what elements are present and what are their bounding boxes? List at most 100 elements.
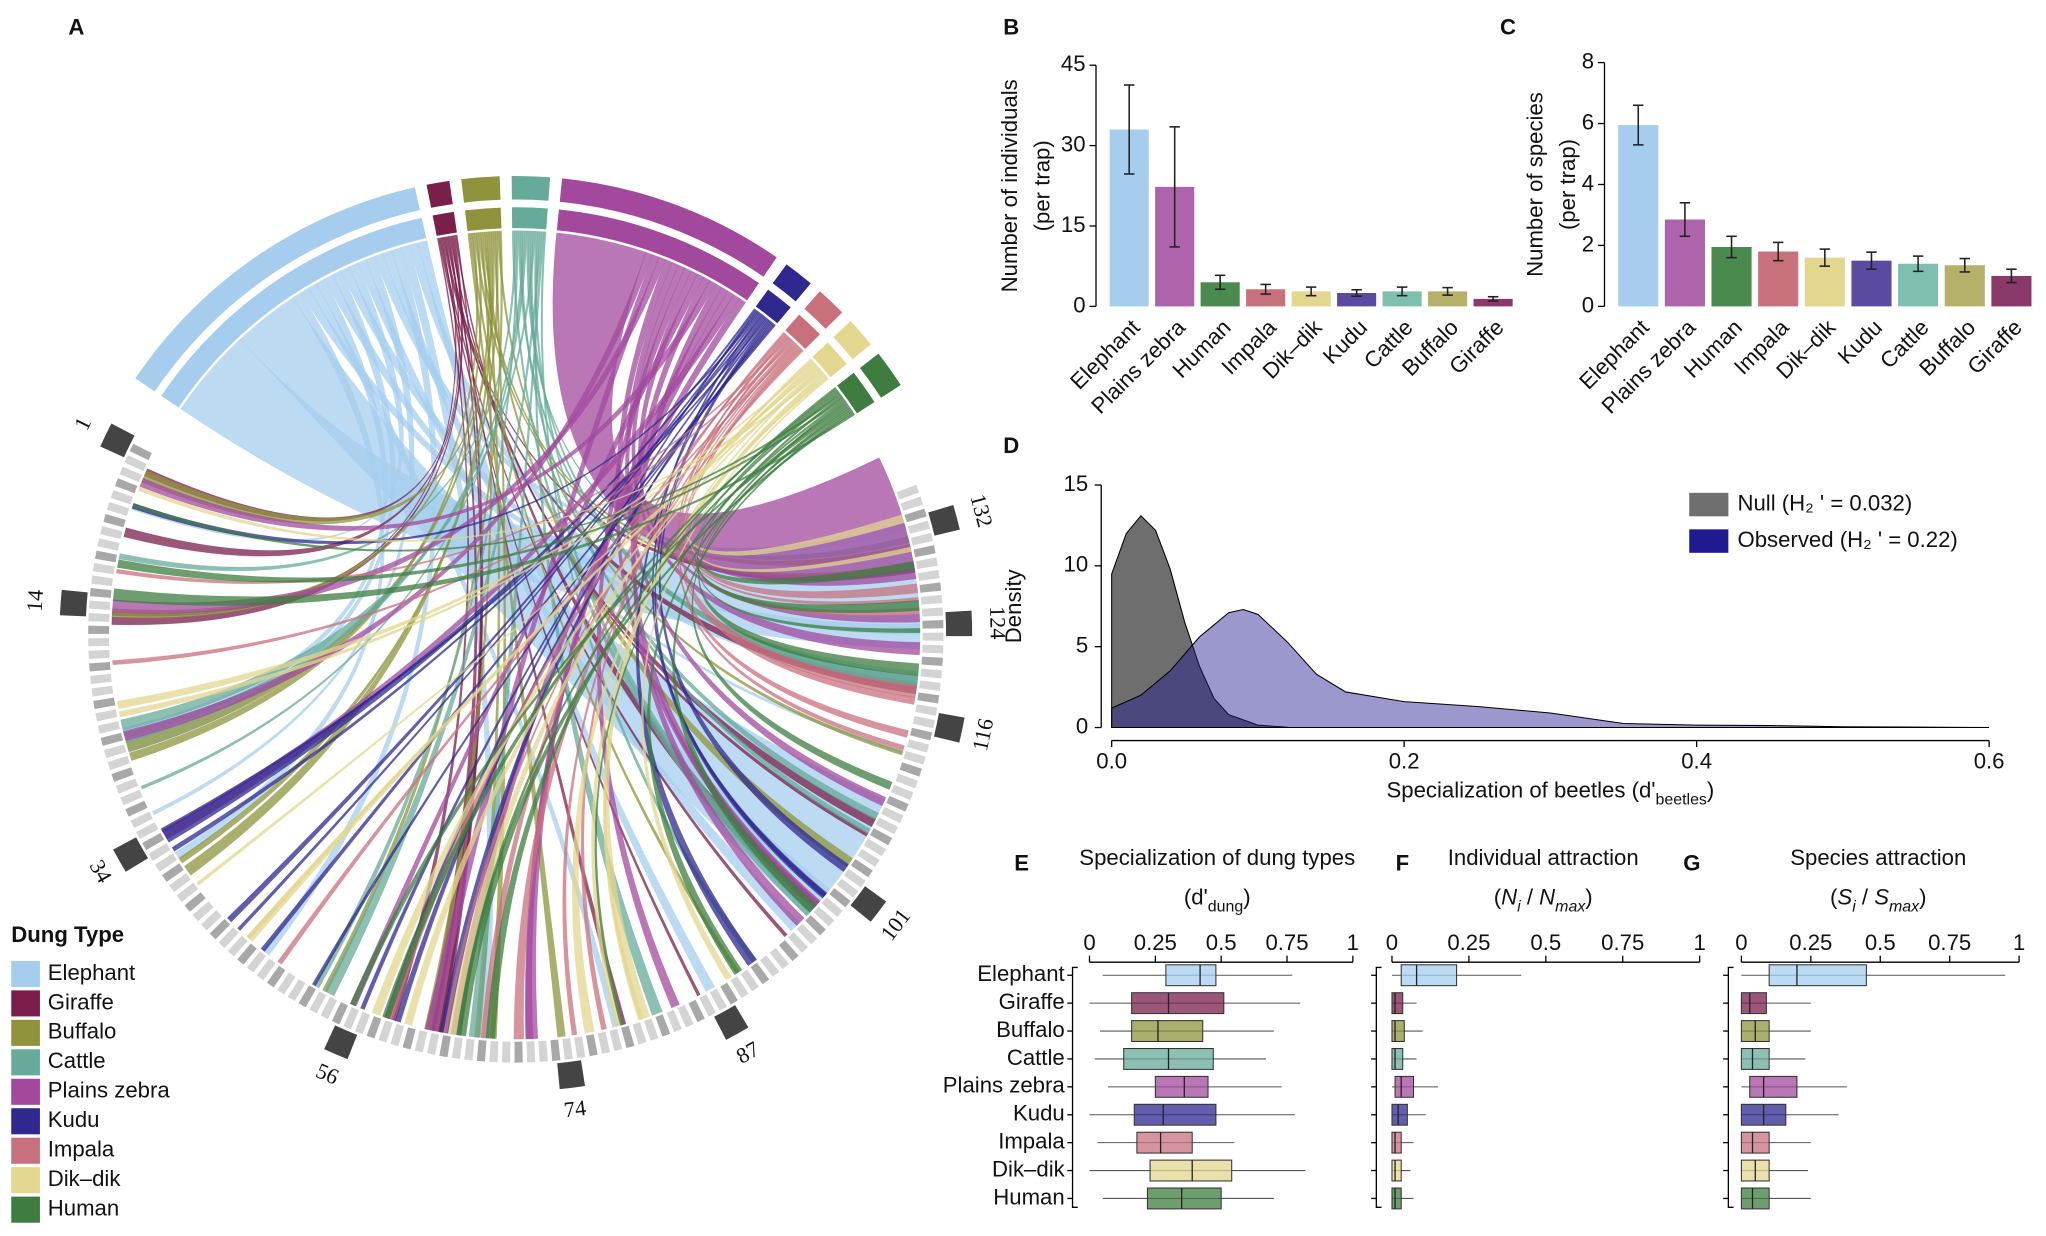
species-segment bbox=[910, 532, 933, 546]
species-segment bbox=[331, 1002, 348, 1025]
species-segment bbox=[103, 513, 126, 528]
chord-ribbon bbox=[131, 311, 761, 545]
panel-letter: D bbox=[1003, 433, 1019, 458]
species-segment bbox=[895, 773, 918, 789]
bar bbox=[1473, 298, 1513, 307]
species-segment bbox=[666, 1009, 682, 1033]
panel-subtitle-part: N bbox=[1501, 884, 1518, 909]
species-segment bbox=[91, 685, 114, 697]
species-segment bbox=[91, 575, 113, 587]
species-segment bbox=[227, 935, 248, 957]
y-tick-label: 30 bbox=[1061, 131, 1086, 156]
species-segment bbox=[489, 1040, 499, 1063]
x-tick-label: 0.75 bbox=[1601, 930, 1644, 955]
species-segment bbox=[886, 795, 909, 812]
species-label: 116 bbox=[967, 716, 998, 753]
chord-ribbon bbox=[125, 270, 396, 753]
species-tick bbox=[59, 589, 88, 617]
y-axis-label: (per trap) bbox=[1030, 140, 1055, 231]
species-segment bbox=[129, 443, 152, 461]
bar bbox=[1428, 291, 1468, 307]
species-segment bbox=[915, 704, 938, 716]
species-label: 101 bbox=[875, 904, 915, 946]
chord-ribbon bbox=[125, 231, 491, 753]
x-tick-label: 0.4 bbox=[1681, 749, 1712, 774]
species-segment bbox=[402, 1027, 416, 1050]
species-segment bbox=[917, 569, 940, 581]
species-label: 132 bbox=[965, 491, 998, 530]
chord-ribbon bbox=[183, 231, 494, 876]
chord-ribbon bbox=[684, 361, 905, 556]
chord-ribbon bbox=[128, 232, 482, 761]
species-segment bbox=[526, 1041, 536, 1063]
panel-title: Species attraction bbox=[1790, 845, 1966, 870]
species-tick bbox=[324, 1025, 358, 1060]
chord-ribbon bbox=[118, 365, 820, 718]
legend-label: Dik–dik bbox=[48, 1166, 122, 1191]
panel-subtitle-part: ( bbox=[1830, 884, 1838, 909]
species-segment bbox=[88, 613, 110, 622]
y-tick-label: 15 bbox=[1061, 212, 1086, 237]
species-segment bbox=[192, 901, 214, 922]
chord-ribbon bbox=[349, 403, 850, 1007]
panel-subtitle-part: ( bbox=[1494, 884, 1502, 909]
species-label: 1 bbox=[69, 413, 96, 434]
y-tick-label: 45 bbox=[1061, 51, 1086, 76]
y-tick-label: Kudu bbox=[1013, 1101, 1065, 1126]
row-bracket bbox=[1727, 966, 1734, 1208]
bar bbox=[1382, 291, 1422, 307]
x-tick-label: 0.5 bbox=[1206, 930, 1237, 955]
species-segment bbox=[256, 958, 276, 981]
species-segment bbox=[161, 863, 184, 882]
legend-swatch bbox=[11, 1137, 40, 1164]
y-tick-label: Elephant bbox=[977, 961, 1064, 986]
species-segment bbox=[850, 858, 873, 878]
panel-subtitle: (d'dung) bbox=[1184, 884, 1251, 915]
x-axis-label-part: ) bbox=[1707, 777, 1714, 802]
species-segment bbox=[90, 673, 112, 685]
panel-subtitle-part: / bbox=[1521, 884, 1539, 909]
species-label: 74 bbox=[562, 1095, 587, 1123]
species-segment bbox=[896, 484, 920, 500]
box-body bbox=[1165, 964, 1217, 987]
species-segment bbox=[863, 838, 886, 857]
species-segment bbox=[100, 526, 123, 539]
legend-label: Plains zebra bbox=[48, 1078, 171, 1103]
species-segment bbox=[813, 906, 835, 927]
chord-ribbon bbox=[313, 230, 519, 989]
panel-subtitle: (Si / Smax) bbox=[1830, 884, 1926, 915]
chord-ribbon bbox=[140, 230, 528, 790]
panel-letter: A bbox=[68, 15, 84, 40]
species-segment bbox=[88, 650, 110, 659]
species-segment bbox=[844, 868, 866, 888]
species-segment bbox=[921, 656, 943, 666]
panel-letter: G bbox=[1683, 850, 1700, 875]
dung-arc-inner bbox=[556, 209, 759, 301]
box-body bbox=[1391, 1103, 1408, 1126]
species-tick bbox=[113, 837, 149, 872]
panel-subtitle-part: / bbox=[1856, 884, 1874, 909]
species-segment bbox=[130, 811, 153, 828]
x-tick-label: 0.25 bbox=[1134, 930, 1177, 955]
chord-ribbon bbox=[117, 396, 845, 583]
y-tick-label: Impala bbox=[998, 1129, 1065, 1154]
dung-arc-outer bbox=[559, 178, 777, 277]
dung-arc-inner bbox=[837, 372, 875, 414]
species-segment bbox=[609, 1028, 623, 1052]
species-tick bbox=[945, 610, 973, 637]
species-segment bbox=[142, 832, 165, 851]
panel-subtitle-part: i bbox=[1517, 898, 1521, 915]
chord-ribbon bbox=[468, 231, 545, 1038]
chord-ribbon bbox=[116, 360, 815, 709]
species-segment bbox=[451, 1037, 463, 1059]
species-segment bbox=[769, 947, 790, 970]
legend-swatch bbox=[11, 1196, 40, 1223]
box-body bbox=[1149, 1159, 1233, 1182]
species-segment bbox=[915, 557, 938, 569]
species-segment bbox=[111, 767, 134, 782]
species-segment bbox=[125, 800, 148, 817]
box-body bbox=[1146, 1187, 1222, 1210]
panel-letter: B bbox=[1003, 15, 1019, 40]
dung-arc-inner bbox=[812, 342, 847, 378]
box-body bbox=[1394, 1075, 1415, 1098]
